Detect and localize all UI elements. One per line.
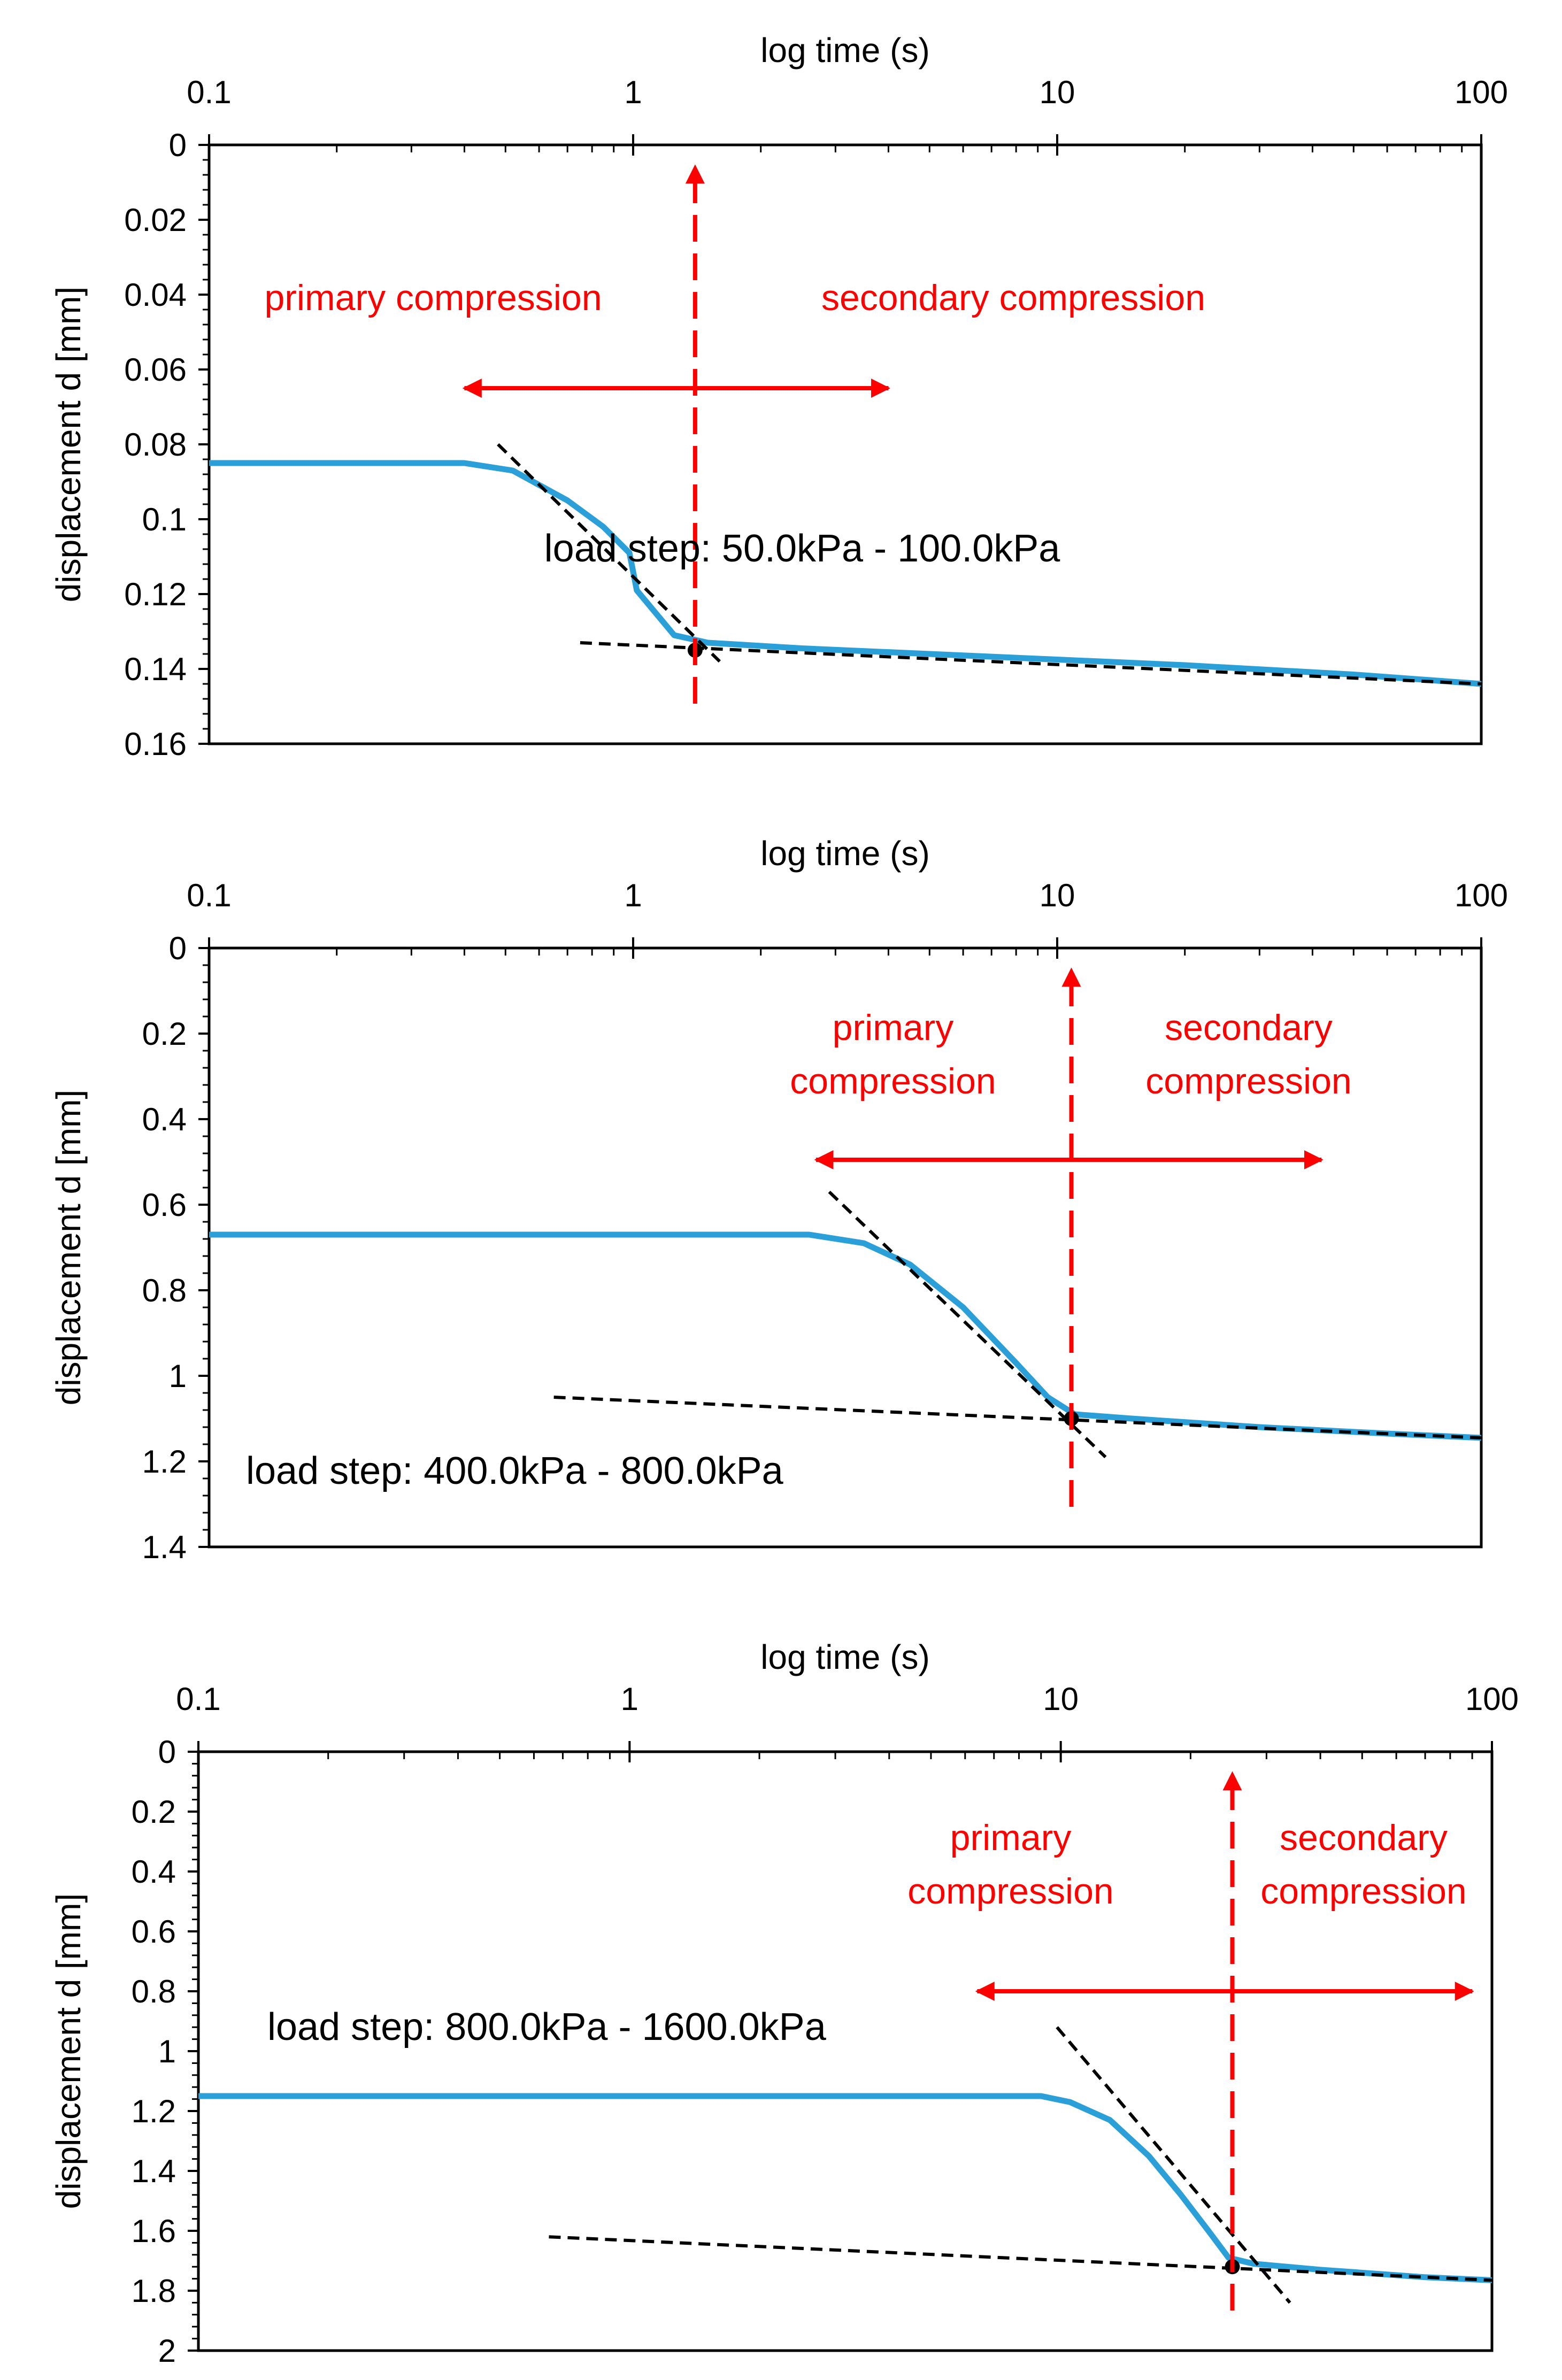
x-axis-title: log time (s) bbox=[760, 1638, 930, 1676]
y-axis-title: displacement d [mm] bbox=[49, 287, 88, 602]
load-step-label: load step: 50.0kPa - 100.0kPa bbox=[544, 527, 1061, 570]
y-tick-label: 0.4 bbox=[142, 1102, 187, 1137]
y-tick-label: 0.6 bbox=[142, 1187, 187, 1223]
y-tick-label: 0.08 bbox=[124, 427, 187, 463]
primary-compression-label: primary compression bbox=[264, 278, 602, 318]
chart-panel-3: 0.1 1 10 100 log time (s) 0 0.2 0.4 0.6 0.8 1 1.2 1.… bbox=[49, 1638, 1519, 2369]
x-tick-label: 1 bbox=[621, 1681, 638, 1717]
primary-tangent-line bbox=[497, 443, 721, 663]
chart-panel-1: 0.1 1 10 100 log time (s) 0 0.02 0.04 0.06 0.08 0.… bbox=[49, 31, 1508, 762]
y-tick-label: 0.04 bbox=[124, 277, 187, 313]
y-axis-title: displacement d [mm] bbox=[49, 1893, 88, 2209]
plot-frame bbox=[207, 946, 1483, 1549]
secondary-compression-label: compression bbox=[1145, 1061, 1352, 1102]
secondary-tangent-line bbox=[553, 1396, 1482, 1439]
x-axis-title: log time (s) bbox=[760, 834, 930, 873]
y-tick-label: 0.1 bbox=[142, 502, 187, 537]
chart-panel-2: 0.1 1 10 100 log time (s) 0 0.2 0.4 0.6 0.8 1 1.2 1.… bbox=[49, 834, 1508, 1565]
y-tick-label: 0.6 bbox=[132, 1914, 176, 1950]
primary-compression-label: compression bbox=[790, 1061, 996, 1102]
y-tick-label: 0.2 bbox=[132, 1794, 176, 1830]
y-tick-label: 1 bbox=[169, 1358, 187, 1394]
x-tick-label: 10 bbox=[1040, 877, 1075, 913]
y-tick-label: 0.8 bbox=[132, 1974, 176, 2009]
x-tick-label: 0.1 bbox=[187, 74, 231, 110]
secondary-compression-label: secondary bbox=[1280, 1817, 1448, 1858]
y-tick-label: 1.4 bbox=[132, 2153, 176, 2189]
secondary-compression-label: secondary bbox=[1165, 1007, 1333, 1048]
secondary-tangent-line bbox=[580, 641, 1482, 685]
secondary-tangent-line bbox=[549, 2235, 1492, 2282]
y-tick-label: 0 bbox=[169, 127, 187, 163]
y-tick-label: 1 bbox=[158, 2034, 176, 2069]
y-tick-label: 0.8 bbox=[142, 1273, 187, 1308]
primary-tangent-line bbox=[1056, 2026, 1291, 2304]
y-tick-label: 1.4 bbox=[142, 1529, 187, 1565]
y-tick-label: 0.2 bbox=[142, 1016, 187, 1052]
primary-compression-label: primary bbox=[950, 1817, 1072, 1858]
y-axis-title: displacement d [mm] bbox=[49, 1090, 88, 1405]
y-tick-label: 1.8 bbox=[132, 2273, 176, 2309]
y-tick-label: 0.16 bbox=[124, 726, 187, 762]
x-tick-label: 10 bbox=[1040, 74, 1075, 110]
x-tick-label: 100 bbox=[1455, 877, 1508, 913]
load-step-label: load step: 400.0kPa - 800.0kPa bbox=[246, 1450, 784, 1492]
load-step-label: load step: 800.0kPa - 1600.0kPa bbox=[267, 2006, 827, 2048]
x-tick-label: 1 bbox=[624, 877, 642, 913]
secondary-compression-label: compression bbox=[1260, 1871, 1467, 1912]
y-tick-label: 1.2 bbox=[132, 2093, 176, 2129]
x-tick-label: 0.1 bbox=[187, 877, 231, 913]
series-line-measured-displacement bbox=[209, 1231, 1482, 1441]
y-tick-label: 0.06 bbox=[124, 352, 187, 388]
x-tick-label: 10 bbox=[1043, 1681, 1079, 1717]
y-tick-label: 1.6 bbox=[132, 2213, 176, 2249]
y-tick-label: 0.12 bbox=[124, 576, 187, 612]
secondary-compression-label: secondary compression bbox=[821, 278, 1205, 318]
primary-tangent-line bbox=[828, 1190, 1107, 1459]
series-line-measured-displacement bbox=[209, 460, 1482, 687]
y-tick-label: 0 bbox=[169, 930, 187, 966]
x-axis-title: log time (s) bbox=[760, 31, 930, 70]
y-tick-label: 0 bbox=[158, 1734, 176, 1770]
y-tick-label: 2 bbox=[158, 2333, 176, 2369]
x-tick-label: 100 bbox=[1455, 74, 1508, 110]
y-tick-label: 0.4 bbox=[132, 1854, 176, 1890]
y-tick-label: 1.2 bbox=[142, 1444, 187, 1480]
primary-compression-label: compression bbox=[907, 1871, 1114, 1912]
primary-compression-label: primary bbox=[833, 1007, 954, 1048]
x-tick-label: 0.1 bbox=[176, 1681, 220, 1717]
y-tick-label: 0.02 bbox=[124, 202, 187, 238]
x-tick-label: 1 bbox=[624, 74, 642, 110]
series-line-measured-displacement bbox=[198, 2093, 1492, 2283]
x-tick-label: 100 bbox=[1465, 1681, 1519, 1717]
y-tick-label: 0.14 bbox=[124, 651, 187, 687]
